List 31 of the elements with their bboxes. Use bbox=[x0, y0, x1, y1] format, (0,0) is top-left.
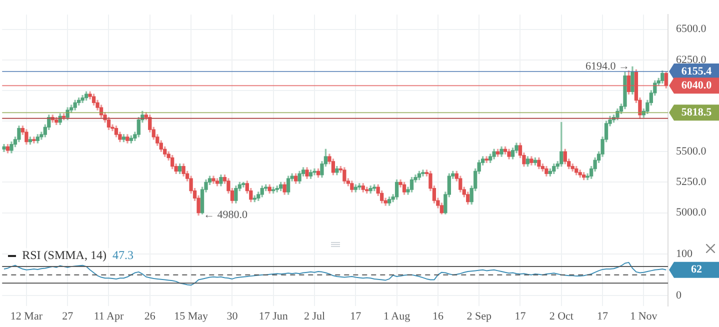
x-tick-label: 12 Mar bbox=[10, 310, 43, 322]
x-tick-label: 17 bbox=[350, 310, 362, 322]
x-tick-label: 2 Sep bbox=[466, 310, 492, 322]
x-tick-label: 16 bbox=[432, 310, 444, 322]
x-tick-label: 2 Oct bbox=[549, 310, 574, 322]
ref-line-label: 6040.0 bbox=[681, 79, 712, 92]
y2-tick-label: 0 bbox=[676, 289, 682, 302]
annotation: ← 4980.0 bbox=[204, 209, 248, 222]
x-tick-label: 17 bbox=[597, 310, 609, 322]
ref-line-label: 5818.5 bbox=[681, 106, 712, 119]
y-tick-label: 5250.0 bbox=[676, 176, 707, 188]
x-tick-label: 1 Aug bbox=[383, 310, 411, 322]
y2-tick-label: 100 bbox=[676, 248, 693, 260]
x-tick-label: 2 Jul bbox=[304, 310, 326, 322]
y-tick-label: 5000.0 bbox=[676, 206, 707, 219]
x-tick-label: 17 bbox=[514, 310, 526, 322]
x-tick-label: 15 May bbox=[174, 310, 208, 322]
text: 62 bbox=[691, 264, 702, 276]
series-label: RSI (SMMA, 14) bbox=[22, 248, 106, 263]
annotation: 6194.0 → bbox=[585, 60, 630, 73]
ref-line-label: 6155.4 bbox=[681, 65, 712, 78]
x-tick-label: 17 Jun bbox=[258, 310, 288, 322]
y-tick-label: 6500.0 bbox=[676, 23, 707, 36]
y-tick-label: 5500.0 bbox=[676, 146, 707, 158]
x-tick-label: 30 bbox=[226, 310, 238, 322]
annotation: 47.3 bbox=[112, 248, 134, 263]
x-tick-label: 26 bbox=[144, 310, 156, 322]
x-tick-label: 27 bbox=[62, 310, 74, 322]
x-tick-label: 11 Apr bbox=[94, 310, 124, 322]
x-tick-label: 1 Nov bbox=[630, 310, 658, 322]
y-tick-label: 6250.0 bbox=[676, 54, 707, 66]
